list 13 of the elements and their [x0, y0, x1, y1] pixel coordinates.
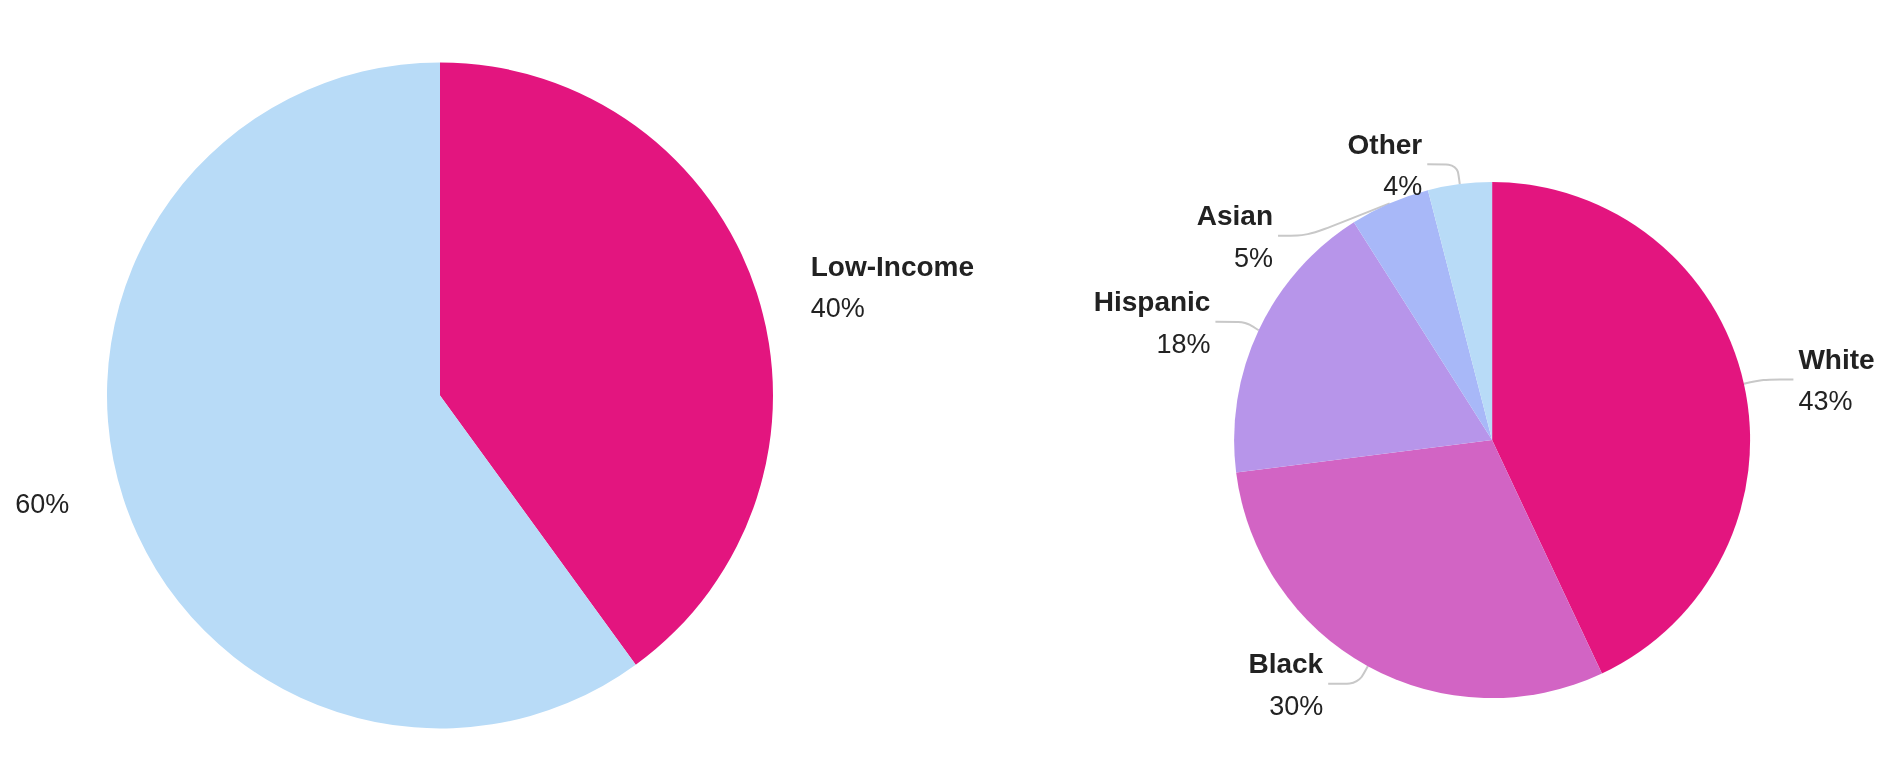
slice-label: Asian	[1196, 200, 1274, 232]
slice-label: Other	[1347, 128, 1423, 160]
slice-label: Low-Income	[810, 250, 975, 282]
slice-label: Hispanic	[1093, 286, 1211, 318]
data-label: 60%	[15, 489, 70, 520]
data-label: 4%	[1383, 171, 1423, 202]
data-label: 18%	[1156, 328, 1211, 359]
data-label: 5%	[1234, 242, 1274, 273]
data-label: 30%	[1269, 690, 1324, 721]
slice-label: Black	[1248, 648, 1324, 680]
slice-label: White	[1798, 343, 1875, 375]
data-label: 40%	[810, 293, 865, 324]
data-label: 43%	[1798, 386, 1853, 417]
